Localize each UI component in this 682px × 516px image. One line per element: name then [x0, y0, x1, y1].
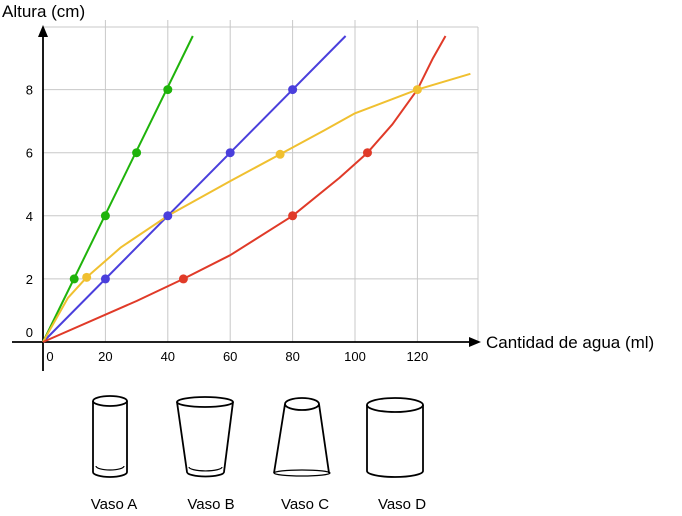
glass-b: Vaso B: [176, 396, 235, 513]
x-tick-label: 60: [223, 349, 237, 364]
series-2-point: [275, 149, 285, 159]
x-tick-label: 20: [98, 349, 112, 364]
series-3-point: [362, 148, 372, 158]
series-3-point: [178, 274, 188, 284]
series-line-2: [42, 72, 471, 343]
cup-wide-bottom-icon: [273, 397, 331, 477]
y-tick-labels: 0 2 4 6 8: [26, 83, 33, 340]
glass-b-label: Vaso B: [187, 496, 234, 513]
y-tick-label: 0: [26, 325, 33, 340]
series-layer: [42, 35, 471, 343]
glass-a: Vaso A: [91, 395, 137, 513]
axes: [12, 25, 481, 371]
x-tick-label: 100: [344, 349, 366, 364]
grid: [43, 20, 479, 342]
glass-c: Vaso C: [273, 397, 331, 513]
series-1-point: [225, 148, 235, 158]
series-1-point: [288, 85, 298, 95]
y-tick-label: 4: [26, 209, 33, 224]
glass-a-label: Vaso A: [91, 496, 137, 513]
series-1-point: [163, 211, 173, 221]
x-tick-label: 120: [407, 349, 429, 364]
y-axis-arrow-icon: [38, 25, 48, 37]
y-tick-label: 6: [26, 146, 33, 161]
y-axis-title: Altura (cm): [2, 2, 85, 21]
glass-d-label: Vaso D: [378, 496, 426, 513]
series-line-0: [42, 35, 194, 343]
x-tick-labels: 0 20 40 60 80 100 120: [46, 349, 428, 364]
series-2-point: [412, 85, 422, 95]
series-0-point: [100, 211, 110, 221]
series-line-1: [42, 35, 347, 343]
cylinder-narrow-icon: [92, 395, 128, 478]
series-0-point: [69, 274, 79, 284]
series-1-point: [100, 274, 110, 284]
x-tick-label: 0: [46, 349, 53, 364]
cup-wide-top-icon: [176, 396, 234, 478]
x-tick-label: 40: [161, 349, 175, 364]
x-tick-label: 80: [285, 349, 299, 364]
series-3-point: [288, 211, 298, 221]
series-line-3: [42, 35, 447, 343]
x-axis-title: Cantidad de agua (ml): [486, 333, 654, 352]
x-axis-arrow-icon: [469, 337, 481, 347]
glass-d: Vaso D: [366, 397, 426, 513]
cylinder-wide-icon: [366, 397, 424, 478]
series-0-point: [163, 85, 173, 95]
y-tick-label: 2: [26, 272, 33, 287]
series-2-point: [82, 272, 92, 282]
glass-c-label: Vaso C: [281, 496, 329, 513]
series-0-point: [132, 148, 142, 158]
y-tick-label: 8: [26, 83, 33, 98]
